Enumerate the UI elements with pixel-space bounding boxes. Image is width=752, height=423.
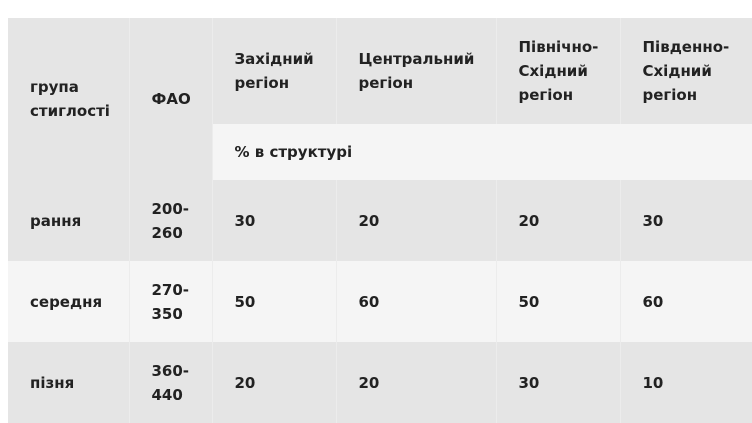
row-value: 30 [496,342,621,423]
row-value: 20 [336,180,497,261]
row-group: рання [8,180,130,261]
row-value: 20 [212,342,337,423]
maturity-table-container: група стиглості ФАО Західний регіон Цент… [8,18,752,423]
row-value: 60 [336,261,497,342]
table-row: середня 270-350 50 60 50 60 [8,261,752,342]
row-value: 60 [642,292,664,311]
table-row: рання 200-260 30 20 20 30 [8,180,752,261]
row-value: 50 [496,261,621,342]
maturity-structure-table: група стиглості ФАО Західний регіон Цент… [8,18,752,423]
table-unit-row: % в структурі [8,124,752,180]
row-group: пізня [8,342,130,423]
table-header-row: група стиглості ФАО Західний регіон Цент… [8,18,752,180]
row-group: середня [8,261,130,342]
header-unit: % в структурі [212,124,752,180]
row-value: 20 [336,342,497,423]
header-fao: ФАО [129,18,213,180]
header-region-southeast: Південно-Східний регіон [642,38,730,104]
table-row: пізня 360-440 20 20 30 10 [8,342,752,423]
row-value: 30 [642,211,664,230]
row-value: 30 [212,180,337,261]
header-region-central: Центральний регіон [336,18,497,124]
row-fao: 360-440 [129,342,213,423]
row-value: 50 [212,261,337,342]
row-fao: 270-350 [129,261,213,342]
row-fao: 200-260 [129,180,213,261]
header-region-northeast: Північно-Східний регіон [496,18,621,124]
row-value: 20 [496,180,621,261]
row-value: 10 [642,373,664,392]
header-group: група стиглості [8,18,130,180]
header-region-west: Західний регіон [212,18,337,124]
